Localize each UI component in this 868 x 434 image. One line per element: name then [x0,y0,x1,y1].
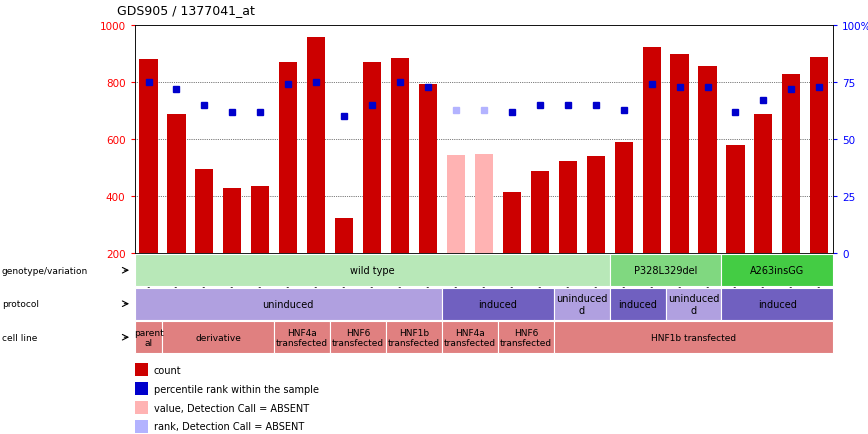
Bar [135,288,442,320]
Text: parent
al: parent al [134,328,163,347]
Bar [754,114,773,254]
Text: uninduced
d: uninduced d [556,293,608,315]
Bar [274,322,330,353]
Bar [670,55,688,254]
Text: count: count [154,365,181,375]
Bar [168,114,186,254]
Text: protocol: protocol [2,299,39,309]
Bar [391,59,409,254]
Text: percentile rank within the sample: percentile rank within the sample [154,384,319,394]
Bar [335,218,353,254]
Text: GDS905 / 1377041_at: GDS905 / 1377041_at [117,4,255,17]
Bar [135,401,148,414]
Bar [279,63,298,254]
Bar [554,288,609,320]
Bar [609,255,721,286]
Text: genotype/variation: genotype/variation [2,266,88,275]
Bar [330,322,386,353]
Text: induced: induced [478,299,517,309]
Bar [135,322,162,353]
Text: P328L329del: P328L329del [634,266,697,276]
Bar [615,143,633,254]
Bar [587,157,605,254]
Text: HNF6
transfected: HNF6 transfected [500,328,552,347]
Text: uninduced: uninduced [263,299,314,309]
Bar [386,322,442,353]
Bar [666,288,721,320]
Bar [135,255,609,286]
Text: wild type: wild type [350,266,394,276]
Bar [419,85,437,254]
Bar [307,37,326,254]
Bar [447,156,465,254]
Bar [810,57,828,254]
Text: HNF6
transfected: HNF6 transfected [332,328,385,347]
Text: value, Detection Call = ABSENT: value, Detection Call = ABSENT [154,403,309,413]
Bar [442,288,554,320]
Text: derivative: derivative [195,333,241,342]
Text: rank, Detection Call = ABSENT: rank, Detection Call = ABSENT [154,421,304,431]
Bar [530,171,549,254]
Bar [554,322,833,353]
Text: HNF4a
transfected: HNF4a transfected [276,328,328,347]
Bar [609,288,666,320]
Bar [721,288,833,320]
Text: cell line: cell line [2,333,37,342]
Text: A263insGG: A263insGG [750,266,805,276]
Bar [442,322,498,353]
Text: HNF1b
transfected: HNF1b transfected [388,328,440,347]
Text: uninduced
d: uninduced d [667,293,720,315]
Bar [140,60,158,254]
Bar [223,188,241,254]
Bar [135,382,148,395]
Bar [498,322,554,353]
Text: induced: induced [618,299,657,309]
Bar [195,170,214,254]
Bar [727,146,745,254]
Text: HNF1b transfected: HNF1b transfected [651,333,736,342]
Text: induced: induced [758,299,797,309]
Bar [162,322,274,353]
Bar [135,420,148,433]
Bar [135,363,148,377]
Bar [363,63,381,254]
Bar [475,154,493,254]
Bar [699,67,717,254]
Bar [251,187,269,254]
Bar [559,161,577,254]
Bar [503,193,521,254]
Bar [721,255,833,286]
Bar [642,47,661,254]
Bar [782,75,800,254]
Text: HNF4a
transfected: HNF4a transfected [444,328,496,347]
